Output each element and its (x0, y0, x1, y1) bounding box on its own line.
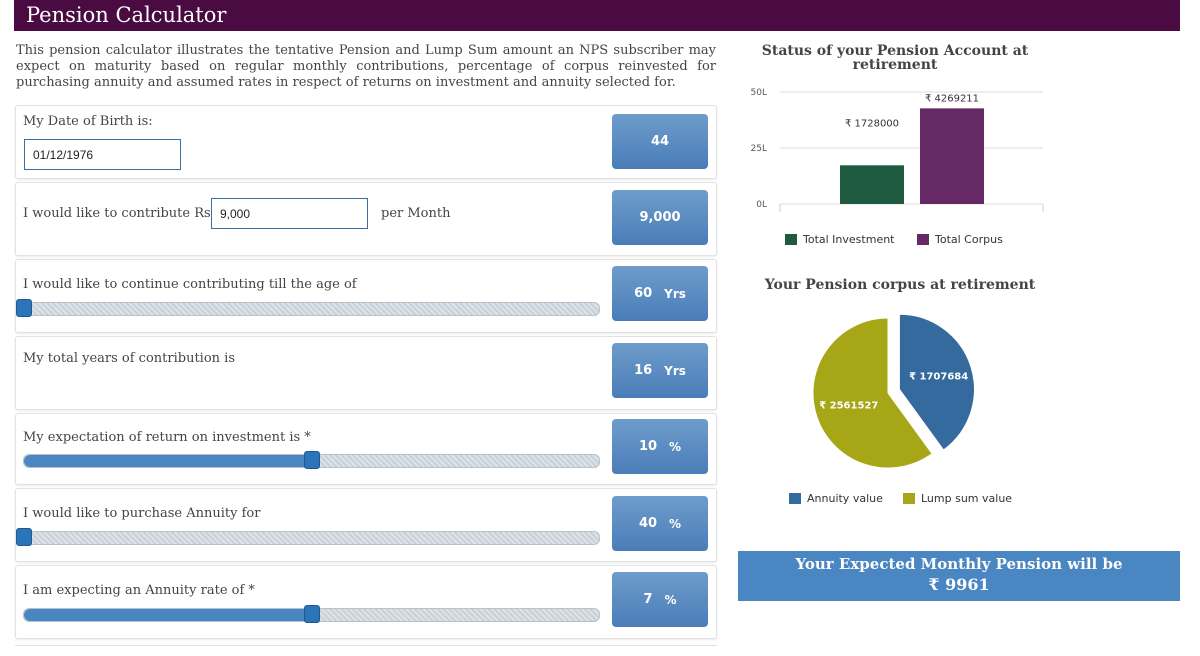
status-bar-chart: 0L 25L 50L ₹ 1728000 ₹ 4269211 (751, 88, 1044, 212)
total-years-label: My total years of contribution is (23, 351, 235, 366)
age-value: 44 (650, 134, 670, 149)
bar-legend-total-investment: Total Investment (785, 233, 895, 246)
pie-legend-swatch-lumpsum (903, 493, 915, 504)
contribution-panel: I would like to contribute Rs 9,000 per … (15, 182, 717, 256)
annuity-percent-label: I would like to purchase Annuity for (23, 506, 261, 521)
annuity-percent-value: 40 (638, 516, 658, 531)
bar-total-investment (840, 165, 904, 204)
annuity-rate-label: I am expecting an Annuity rate of * (23, 583, 255, 598)
contribution-value: 9,000 (639, 210, 681, 225)
bar-y-tick-label: 25L (751, 144, 767, 154)
return-label: My expectation of return on investment i… (23, 430, 311, 445)
pie-legend-label-lumpsum: Lump sum value (921, 492, 1013, 505)
till-age-value: 60 (634, 286, 653, 301)
return-slider[interactable] (23, 451, 600, 469)
bar-data-label: ₹ 1728000 (845, 118, 899, 129)
till-age-value-box: 60 Yrs (612, 266, 708, 321)
annuity-rate-unit: % (664, 592, 677, 607)
bar-legend-swatch-investment (785, 234, 797, 245)
bar-y-tick-label: 0L (756, 200, 767, 210)
bar-data-label: ₹ 4269211 (925, 93, 979, 104)
monthly-pension-label: Your Expected Monthly Pension will be (795, 555, 1123, 573)
annuity-percent-slider[interactable] (16, 528, 600, 546)
pie-legend-lumpsum: Lump sum value (903, 492, 1012, 505)
total-years-unit: Yrs (664, 363, 686, 378)
pie-data-label: ₹ 2561527 (819, 401, 878, 412)
bar-y-tick-label: 50L (751, 88, 767, 98)
return-slider-fill (24, 455, 312, 467)
contribution-label: I would like to contribute Rs (23, 206, 211, 221)
contribution-input[interactable]: 9,000 (211, 198, 368, 229)
annuity-rate-panel: I am expecting an Annuity rate of * 7 % (15, 565, 717, 639)
till-age-slider[interactable] (16, 299, 600, 317)
corpus-pie-chart: ₹ 1707684 ₹ 2561527 (812, 313, 975, 469)
return-value-box: 10 % (612, 419, 708, 474)
return-unit: % (669, 439, 682, 454)
pie-legend-label-annuity: Annuity value (807, 492, 883, 505)
dob-input[interactable]: 01/12/1976 (24, 139, 181, 170)
return-value: 10 (638, 439, 658, 454)
return-slider-handle[interactable] (303, 451, 320, 469)
annuity-rate-value: 7 (643, 592, 653, 607)
pie-legend-swatch-annuity (789, 493, 801, 504)
dob-label: My Date of Birth is: (23, 114, 153, 129)
pie-slice-annuity (898, 313, 975, 451)
next-panel-edge (15, 645, 717, 656)
pie-slice-lumpsum (812, 317, 933, 469)
till-age-unit: Yrs (664, 286, 686, 301)
bar-total-corpus (920, 108, 984, 204)
total-years-panel: My total years of contribution is 16 Yrs (15, 336, 717, 410)
return-panel: My expectation of return on investment i… (15, 413, 717, 485)
pie-legend-annuity: Annuity value (789, 492, 883, 505)
till-age-slider-handle[interactable] (16, 299, 32, 317)
total-years-value-box: 16 Yrs (612, 343, 708, 398)
annuity-percent-unit: % (669, 516, 682, 531)
bar-legend-swatch-corpus (917, 234, 929, 245)
corpus-chart-title: Your Pension corpus at retirement (764, 277, 1036, 293)
monthly-pension-box: Your Expected Monthly Pension will be ₹ … (738, 551, 1180, 601)
page-header: Pension Calculator (14, 0, 1180, 31)
status-chart-title: Status of your Pension Account at retire… (761, 43, 1029, 73)
intro-text: This pension calculator illustrates the … (16, 43, 716, 90)
annuity-rate-slider-fill (24, 609, 312, 621)
annuity-percent-value-box: 40 % (612, 496, 708, 551)
bar-legend-label-corpus: Total Corpus (935, 233, 1003, 246)
annuity-rate-slider[interactable] (23, 605, 600, 623)
till-age-panel: I would like to continue contributing ti… (15, 259, 717, 333)
annuity-percent-panel: I would like to purchase Annuity for 40 … (15, 488, 717, 562)
monthly-pension-value: ₹ 9961 (928, 575, 990, 594)
annuity-rate-slider-handle[interactable] (303, 605, 320, 623)
till-age-label: I would like to continue contributing ti… (23, 277, 357, 292)
age-value-box: 44 (612, 114, 708, 169)
bar-legend-label-investment: Total Investment (803, 233, 895, 246)
per-month-label: per Month (381, 206, 451, 221)
pie-data-label: ₹ 1707684 (909, 372, 968, 383)
total-years-value: 16 (634, 363, 653, 378)
page-title: Pension Calculator (26, 3, 227, 27)
annuity-percent-slider-handle[interactable] (16, 528, 32, 546)
dob-panel: My Date of Birth is: 01/12/1976 44 (15, 105, 717, 179)
contribution-value-box: 9,000 (612, 190, 708, 245)
annuity-rate-value-box: 7 % (612, 572, 708, 627)
bar-legend-total-corpus: Total Corpus (917, 233, 1003, 246)
